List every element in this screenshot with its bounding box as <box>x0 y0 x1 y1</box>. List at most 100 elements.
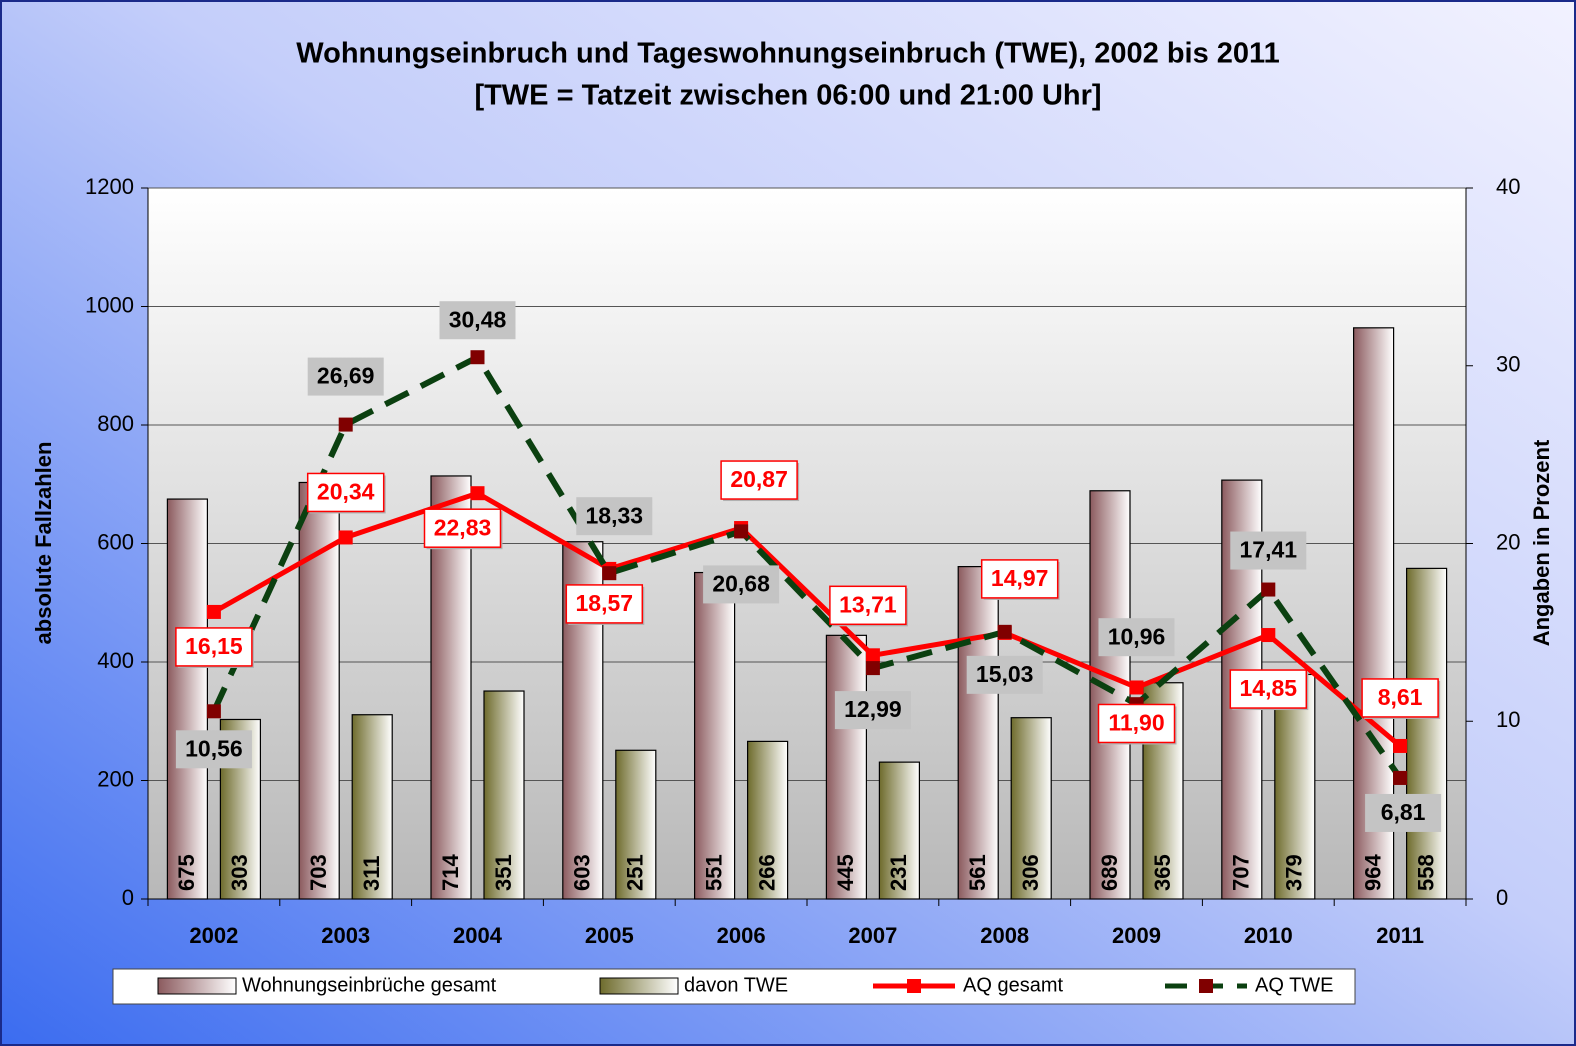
data-label: 14,85 <box>1240 675 1298 701</box>
bar-label: 445 <box>833 854 858 891</box>
label-box <box>834 691 911 730</box>
bar <box>746 740 789 900</box>
label-box <box>1365 793 1442 832</box>
label-box <box>1230 531 1307 570</box>
x-tick-label: 2010 <box>1244 923 1293 948</box>
data-label: 17,41 <box>1240 537 1298 563</box>
label-box <box>720 460 798 500</box>
legend <box>112 968 1356 1005</box>
data-label: 20,87 <box>730 466 788 492</box>
marker <box>470 350 485 365</box>
data-label: 20,68 <box>712 570 770 596</box>
bar <box>615 749 657 900</box>
bar <box>1405 567 1448 900</box>
legend-label: Wohnungseinbrüche gesamt <box>242 974 497 996</box>
x-tick-label: 2007 <box>848 923 897 948</box>
data-label: 13,71 <box>839 591 897 617</box>
label-box <box>565 584 644 624</box>
label-box <box>1097 703 1176 744</box>
chart-subtitle: [TWE = Tatzeit zwischen 06:00 und 21:00 … <box>474 80 1101 112</box>
bar <box>878 761 921 900</box>
bar-label: 675 <box>174 854 199 891</box>
label-box <box>423 508 502 548</box>
label-box <box>1229 669 1308 709</box>
bar-label: 603 <box>570 854 595 891</box>
bar-label: 266 <box>754 854 779 891</box>
legend-label: AQ TWE <box>1255 974 1334 996</box>
y2-tick-label: 30 <box>1496 352 1520 377</box>
bar <box>693 571 736 900</box>
marker <box>865 661 880 676</box>
marker <box>206 604 221 619</box>
bar <box>1274 673 1316 900</box>
marker <box>338 417 353 432</box>
x-tick-label: 2009 <box>1112 923 1161 948</box>
data-label: 14,97 <box>991 565 1049 591</box>
bar-label: 306 <box>1018 854 1043 891</box>
line <box>211 353 1403 780</box>
legend-swatch <box>157 977 237 995</box>
data-label: 10,56 <box>185 735 243 761</box>
marker <box>206 704 221 719</box>
label-box <box>175 730 252 769</box>
y2-tick-label: 10 <box>1496 707 1520 732</box>
marker <box>470 486 485 501</box>
y-tick-label: 600 <box>97 529 134 554</box>
x-tick-label: 2002 <box>189 923 238 948</box>
x-tick-label: 2004 <box>453 923 503 948</box>
marker <box>734 524 749 539</box>
bar-label: 707 <box>1229 854 1254 891</box>
bar <box>1089 490 1131 900</box>
bar-label: 689 <box>1097 854 1122 891</box>
data-label: 11,90 <box>1108 710 1164 736</box>
y-tick-label: 200 <box>97 766 134 791</box>
data-label: 18,57 <box>576 590 634 616</box>
bar-label: 311 <box>359 856 384 892</box>
bar-label: 365 <box>1150 854 1175 891</box>
marker <box>865 648 880 663</box>
data-label: 6,81 <box>1381 799 1426 825</box>
data-label: 12,99 <box>844 696 902 722</box>
marker <box>1261 582 1276 597</box>
y-tick-label: 1200 <box>85 174 134 199</box>
chart-title: Wohnungseinbruch und Tageswohnungseinbru… <box>296 38 1279 70</box>
y2-tick-label: 0 <box>1496 885 1508 910</box>
label-box <box>307 357 384 396</box>
legend-marker <box>907 979 921 993</box>
y2-tick-label: 40 <box>1496 174 1520 199</box>
y-tick-label: 1000 <box>85 292 134 317</box>
bar-label: 251 <box>623 854 648 891</box>
marker <box>1129 680 1144 695</box>
bar <box>825 634 868 900</box>
marker <box>1261 628 1276 643</box>
bar <box>1010 717 1052 900</box>
bar-label: 561 <box>965 854 990 891</box>
data-label: 22,83 <box>434 514 492 540</box>
y-tick-label: 800 <box>97 411 134 436</box>
bar-label: 714 <box>438 854 463 891</box>
legend-label: davon TWE <box>684 974 788 996</box>
marker <box>1393 738 1408 753</box>
label-box <box>980 559 1059 599</box>
marker <box>602 566 617 581</box>
y2-axis-title: Angaben in Prozent <box>1529 439 1554 646</box>
bar-label: 231 <box>886 854 911 891</box>
label-box <box>1098 618 1175 657</box>
bar <box>483 690 525 900</box>
marker <box>338 530 353 545</box>
x-tick-label: 2003 <box>321 923 370 948</box>
data-label: 16,15 <box>185 633 243 659</box>
y-tick-label: 400 <box>97 648 134 673</box>
data-label: 15,03 <box>976 661 1034 687</box>
y-axis-title: absolute Fallzahlen <box>31 442 56 645</box>
y-tick-label: 0 <box>122 885 134 910</box>
bar-label: 351 <box>491 854 516 891</box>
marker <box>1393 770 1408 785</box>
bar-label: 964 <box>1360 854 1385 891</box>
bar <box>166 498 208 900</box>
x-tick-label: 2011 <box>1376 923 1424 948</box>
line <box>212 490 1402 748</box>
bar-label: 703 <box>306 854 331 891</box>
label-box <box>966 655 1043 694</box>
